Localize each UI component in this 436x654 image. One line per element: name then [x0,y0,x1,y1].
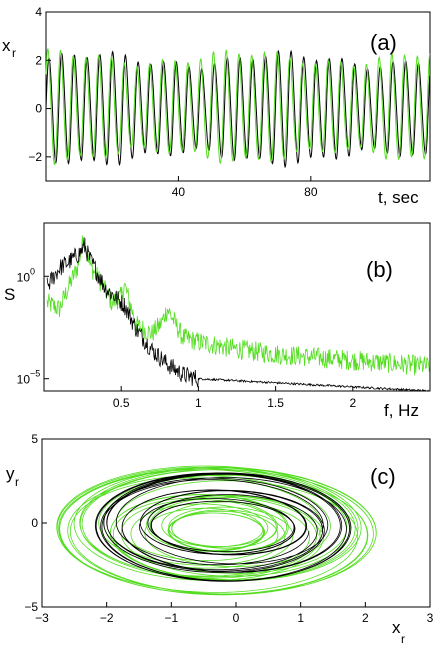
series-line [46,235,430,376]
panel-c-ylabel-sub: r [15,475,19,489]
series-line [46,237,430,392]
x-tick-label: 40 [172,185,186,199]
panel-a-xlabel: t, sec [378,188,419,207]
panel-a-ticks: 40 80 −2 0 2 4 [28,5,318,199]
panel-c-xlabel: x [392,618,401,637]
panel-a-ylabel-sub: r [12,46,16,60]
x-tick-label: 0.5 [113,396,130,410]
y-tick-label: 10 [17,373,31,387]
panel-c-label: (c) [370,464,396,489]
series-line [56,465,377,596]
x-tick-label: 0 [233,611,240,625]
panel-b-ylabel: S [4,285,15,304]
y-tick-label: −5 [24,600,38,614]
x-tick-label: 80 [304,185,318,199]
x-tick-label: 2 [349,396,356,410]
y-tick-label: 2 [35,53,42,67]
y-tick-exponent: 0 [30,266,35,276]
panel-b-xlabel: f, Hz [384,401,419,420]
panel-c-series-group [56,465,377,596]
panel-c-phase-portrait: −3 −2 −1 0 1 2 3 −5 0 5 y r x r (c) [6,432,434,646]
panel-c-xlabel-sub: r [401,632,405,646]
y-tick-label: 10 [17,270,31,284]
y-tick-label: 0 [35,102,42,116]
y-tick-label: −2 [28,150,42,164]
y-tick-exponent: −5 [30,369,40,379]
x-tick-label: 1.5 [267,396,284,410]
series-line [94,472,352,582]
panel-a-label: (a) [370,30,397,55]
panel-c-ylabel: y [6,464,15,483]
panel-b-series-group [46,235,430,392]
x-tick-label: 1 [297,611,304,625]
y-tick-label: 5 [31,432,38,446]
series-line [45,48,431,166]
panel-a-time-series: 40 80 −2 0 2 4 x r t, sec (a) [2,5,431,207]
panel-b-ticks: 0.5 1 1.5 210 010 −5 [17,266,357,410]
panel-b-spectrum: 0.5 1 1.5 210 010 −5 S f, Hz (b) [4,222,431,420]
x-tick-label: −3 [35,611,49,625]
x-tick-label: −2 [100,611,114,625]
y-tick-label: 0 [31,516,38,530]
y-tick-label: 4 [35,5,42,19]
panel-c-ticks: −3 −2 −1 0 1 2 3 −5 0 5 [24,432,433,625]
x-tick-label: −1 [164,611,178,625]
panel-a-series-group [45,48,431,169]
x-tick-label: 1 [195,396,202,410]
panel-b-label: (b) [366,257,393,282]
x-tick-label: 2 [362,611,369,625]
series-line [45,49,431,169]
x-tick-label: 3 [427,611,434,625]
panel-a-ylabel: x [2,36,11,55]
